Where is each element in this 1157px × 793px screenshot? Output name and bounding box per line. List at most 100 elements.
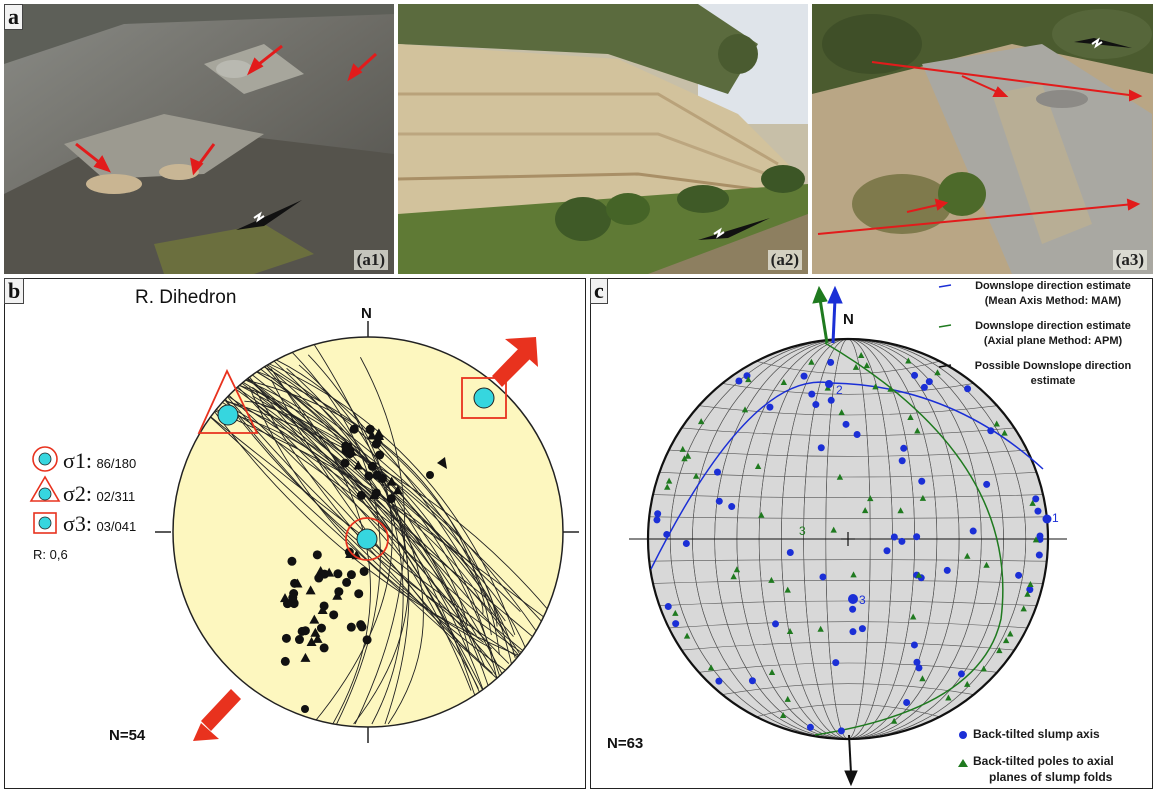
axial-plane-pole	[890, 717, 898, 724]
legend-sigma2-symbol	[29, 475, 61, 502]
lineation-dot	[426, 471, 434, 479]
photo-a3-label: (a3)	[1112, 250, 1147, 270]
axial-plane-pole	[707, 664, 715, 671]
slump-axis-point	[817, 444, 825, 452]
north-arrow-icon	[698, 218, 770, 240]
slump-axis-point	[714, 468, 722, 476]
slump-axis-point	[943, 566, 951, 574]
sigma1-marker	[345, 517, 389, 561]
fault-plane-arc	[286, 346, 381, 725]
legend-apm: Downslope direction estimate (Axial plan…	[955, 319, 1151, 349]
legend-apm-line2: (Axial plane Method: APM)	[983, 335, 1123, 347]
extension-arrow-ne-icon	[492, 337, 538, 387]
slump-axis-point	[1036, 532, 1044, 540]
photo-a1-image	[4, 4, 394, 274]
axial-plane-pole	[919, 675, 926, 682]
fault-plane-arc	[255, 391, 493, 674]
axial-plane-pole	[915, 571, 923, 578]
axial-plane-pole	[679, 445, 686, 452]
slump-axis-point	[918, 477, 926, 485]
fault-plane-arc	[298, 364, 410, 725]
lineation-dot	[287, 556, 297, 566]
slump-axis-point	[925, 378, 933, 386]
net-parallel	[698, 405, 998, 416]
panel-b-label: b	[4, 278, 25, 304]
slump-axis-point	[832, 659, 840, 667]
legend-possible-line1: Possible Downslope direction	[974, 360, 1132, 372]
slump-axis-point	[715, 677, 723, 685]
axial-plane-pole	[1001, 429, 1008, 436]
mean-axis-3	[848, 594, 858, 604]
north-label-c: N	[843, 311, 854, 328]
slump-axis-point	[983, 480, 991, 488]
sigma2-symbol: σ2:	[63, 481, 92, 506]
lineation-dot	[365, 424, 375, 434]
axial-plane-pole	[850, 571, 857, 578]
legend-triangle-line2: planes of slump folds	[989, 770, 1113, 784]
net-parallel	[722, 383, 974, 395]
sigma2-value: 02/311	[96, 489, 136, 504]
legend-mam-line1: Downslope direction estimate	[975, 280, 1131, 292]
axial-plane-pole	[905, 357, 912, 364]
slump-axis-point	[849, 605, 857, 613]
net-parallel	[756, 704, 940, 718]
sigma1-value: 86/180	[96, 456, 137, 471]
lineation-dot	[300, 626, 310, 636]
axial-plane-pole	[996, 647, 1003, 654]
point-label-p1: 1	[1052, 511, 1059, 525]
slump-axis-point	[800, 372, 808, 380]
axial-plane-pole	[697, 418, 705, 425]
slump-axis-point	[1032, 495, 1040, 503]
legend-triangle-line1: Back-tilted poles to axial	[973, 754, 1114, 768]
north-label-b: N	[361, 305, 372, 322]
axial-plane-pole	[836, 473, 844, 480]
fault-plane-arc	[196, 392, 551, 613]
net-parallel	[659, 600, 1037, 606]
slump-axis-point	[663, 530, 671, 538]
legend-triangle: Back-tilted poles to axial planes of slu…	[973, 753, 1114, 785]
net-parallel	[668, 621, 1028, 629]
fault-count: N=54	[109, 727, 146, 744]
lineation-dot	[359, 566, 369, 576]
fault-plane-arc	[185, 394, 511, 691]
lineation-dot	[364, 471, 374, 481]
axial-plane-pole	[665, 477, 673, 484]
fault-plane-arc	[192, 349, 520, 701]
slump-axis-point	[766, 403, 774, 411]
slump-axis-point	[682, 539, 690, 547]
fault-plane-arc	[224, 353, 563, 671]
slump-axis-point	[898, 537, 906, 545]
sigma2-marker	[197, 368, 259, 434]
slump-axis-point	[827, 358, 835, 366]
axial-plane-pole	[919, 494, 927, 501]
net-parallel	[681, 427, 1015, 436]
mean-axis-2	[825, 380, 833, 388]
lineation-triangle	[345, 549, 356, 559]
fault-plane-arc	[286, 367, 409, 725]
slump-axis-point	[898, 457, 906, 465]
lineation-dot	[357, 622, 367, 632]
axial-plane-pole	[1020, 605, 1027, 612]
lineation-dot	[345, 449, 355, 459]
axial-plane-pole	[852, 363, 860, 370]
axial-plane-pole	[681, 455, 688, 462]
fault-plane-arc	[195, 375, 561, 631]
net-parallel	[756, 360, 940, 374]
sigma1-symbol: σ1:	[63, 448, 92, 473]
fault-plane-arc	[225, 401, 524, 661]
lineation-triangle	[351, 550, 362, 560]
fault-plane-arc	[307, 354, 393, 725]
stress-ratio: R: 0,6	[33, 547, 68, 562]
axial-plane-pole	[779, 711, 787, 718]
legend-blue-swatch	[938, 284, 952, 288]
legend-green-swatch	[938, 324, 952, 328]
fault-plane-arc	[214, 350, 472, 691]
fault-plane-arc	[228, 382, 477, 637]
slump-axis-point	[1034, 507, 1042, 515]
slump-axis-point	[1015, 571, 1023, 579]
panel-b-title: R. Dihedron	[135, 287, 237, 308]
axial-plane-pole	[664, 483, 671, 490]
axial-plane-pole	[768, 576, 775, 583]
slump-axis-point	[920, 383, 928, 391]
slump-axis-point	[728, 503, 736, 511]
